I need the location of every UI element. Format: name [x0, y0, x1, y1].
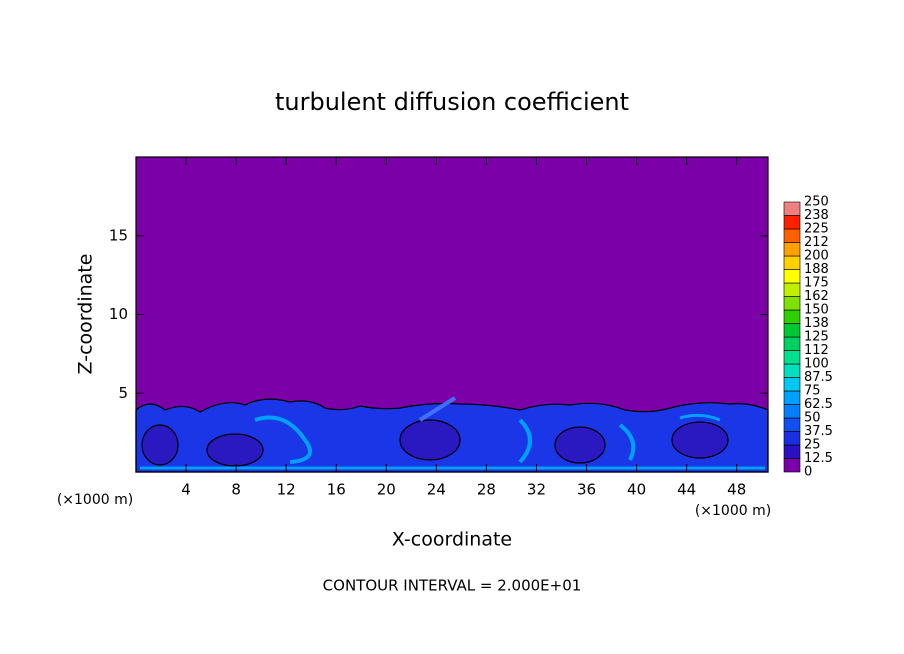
colorbar-label: 12.5	[804, 451, 833, 466]
colorbar-label: 225	[804, 222, 829, 237]
colorbar-label: 212	[804, 235, 829, 250]
colorbar-box	[783, 242, 801, 257]
colorbar-box	[783, 458, 801, 473]
colorbar-box	[783, 404, 801, 419]
colorbar-box	[783, 323, 801, 338]
y-axis-label: Z-coordinate	[75, 254, 97, 375]
colorbar-label: 138	[804, 316, 829, 331]
x-unit-label: (×1000 m)	[57, 492, 133, 508]
colorbar-box	[783, 377, 801, 392]
colorbar-label: 150	[804, 303, 829, 318]
colorbar-box	[783, 269, 801, 284]
colorbar-label: 100	[804, 357, 829, 372]
colorbar-box	[783, 296, 801, 311]
colorbar-box	[783, 215, 801, 230]
colorbar-box	[783, 336, 801, 351]
x-tick-label: 20	[377, 481, 396, 499]
footnote: CONTOUR INTERVAL = 2.000E+01	[323, 577, 582, 595]
plot-area	[135, 156, 769, 473]
x-tick-label: 16	[327, 481, 346, 499]
x-tick-label: 12	[277, 481, 296, 499]
x-tick-label: 32	[527, 481, 546, 499]
x-tick-label: 24	[427, 481, 446, 499]
colorbar-box	[783, 363, 801, 378]
colorbar-label: 188	[804, 262, 829, 277]
colorbar-box	[783, 390, 801, 405]
y-tick-label: 5	[118, 384, 128, 402]
colorbar-label: 250	[804, 195, 829, 210]
colorbar-label: 112	[804, 343, 829, 358]
colorbar-box	[783, 228, 801, 243]
y-tick-label: 15	[109, 226, 128, 244]
colorbar-label: 238	[804, 208, 829, 223]
colorbar-label: 50	[804, 411, 821, 426]
chart-title: turbulent diffusion coefficient	[275, 88, 629, 116]
colorbar-box	[783, 255, 801, 270]
x-tick-label: 4	[181, 481, 191, 499]
y-tick-label: 10	[109, 305, 128, 323]
colorbar-box	[783, 350, 801, 365]
colorbar-label: 25	[804, 438, 821, 453]
colorbar-label: 75	[804, 384, 821, 399]
colorbar-label: 87.5	[804, 370, 833, 385]
colorbar-label: 175	[804, 276, 829, 291]
x-tick-label: 40	[627, 481, 646, 499]
colorbar-label: 0	[804, 465, 812, 480]
x-axis-label: X-coordinate	[392, 529, 512, 551]
x-tick-label: 8	[231, 481, 241, 499]
x-tick-label: 44	[677, 481, 696, 499]
x-tick-label: 36	[577, 481, 596, 499]
colorbar-box	[783, 201, 801, 216]
x-unit-label: (×1000 m)	[695, 503, 771, 519]
x-tick-label: 28	[477, 481, 496, 499]
colorbar-label: 37.5	[804, 424, 833, 439]
colorbar-box	[783, 282, 801, 297]
colorbar-box	[783, 431, 801, 446]
turbulent-layer	[135, 396, 769, 473]
colorbar-box	[783, 309, 801, 324]
colorbar-label: 125	[804, 330, 829, 345]
colorbar-label: 200	[804, 249, 829, 264]
colorbar-box	[783, 444, 801, 459]
colorbar-label: 62.5	[804, 397, 833, 412]
colorbar-box	[783, 417, 801, 432]
x-tick-label: 48	[727, 481, 746, 499]
colorbar-label: 162	[804, 289, 829, 304]
